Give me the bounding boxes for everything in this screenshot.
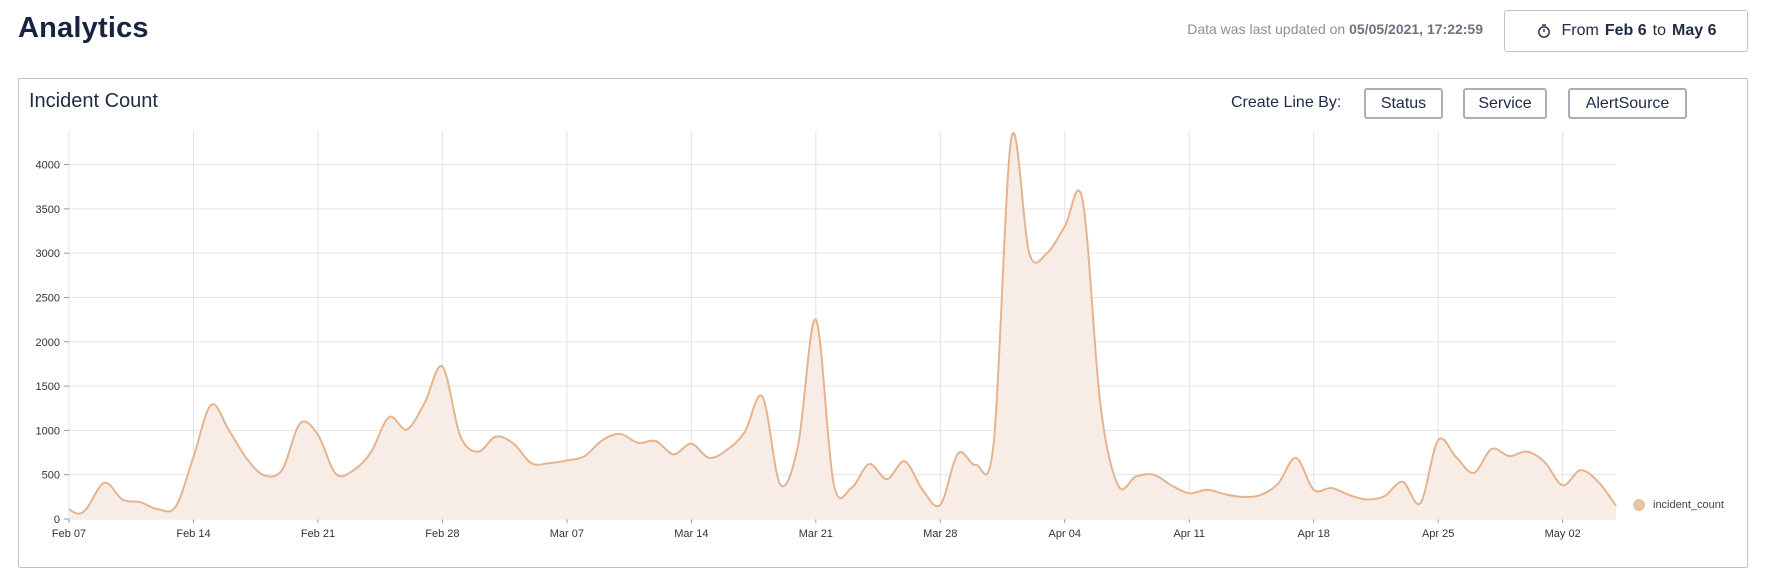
x-tick-label: Apr 18 [1298, 528, 1330, 540]
x-tick-label: Mar 28 [923, 528, 957, 540]
y-tick-label: 500 [42, 470, 60, 482]
y-tick-label: 1500 [36, 381, 60, 393]
chart-legend[interactable]: incident_count [1633, 499, 1724, 511]
last-updated-text: Data was last updated on 05/05/2021, 17:… [1187, 21, 1483, 37]
page-title: Analytics [18, 12, 149, 44]
series-area [69, 132, 1616, 519]
incident-count-chart: Feb 07 Feb 14 Feb 21 Feb 28 Mar 07 Mar 14 Mar … [36, 131, 1617, 540]
y-tick-label: 3000 [36, 248, 60, 260]
x-tick-label: Apr 04 [1049, 528, 1081, 540]
alertsource-button[interactable]: AlertSource [1568, 88, 1687, 119]
y-tick-label: 2500 [36, 292, 60, 304]
last-updated-value: 05/05/2021, 17:22:59 [1349, 21, 1483, 37]
x-tick-label: Mar 07 [550, 528, 584, 540]
date-range-button[interactable]: From Feb 6 to May 6 [1504, 10, 1748, 52]
x-tick-label: Feb 28 [425, 528, 459, 540]
y-tick-label: 4000 [36, 160, 60, 172]
x-tick-label: Mar 21 [799, 528, 833, 540]
x-tick-label: Apr 11 [1173, 528, 1205, 540]
service-button[interactable]: Service [1463, 88, 1547, 119]
y-tick-label: 2000 [36, 337, 60, 349]
x-tick-label: Mar 14 [674, 528, 708, 540]
range-to-value: May 6 [1672, 22, 1717, 39]
stopwatch-icon [1536, 23, 1552, 39]
range-from-value: Feb 6 [1604, 22, 1647, 39]
card-title: Incident Count [29, 90, 158, 112]
x-tick-label: Feb 21 [301, 528, 335, 540]
x-tick-label: May 02 [1545, 528, 1581, 540]
legend-label: incident_count [1653, 499, 1724, 511]
x-tick-label: Apr 25 [1422, 528, 1454, 540]
incident-count-card: Incident Count Create Line By: Status Se… [18, 78, 1748, 568]
y-tick-label: 1000 [36, 425, 60, 437]
create-line-by-label: Create Line By: [1231, 94, 1342, 111]
y-tick-label: 0 [54, 514, 60, 526]
series-line [68, 132, 1617, 515]
last-updated-prefix: Data was last updated on [1187, 21, 1350, 37]
x-tick-label: Feb 07 [52, 528, 86, 540]
range-from-label: From [1561, 22, 1599, 39]
x-tick-label: Feb 14 [176, 528, 210, 540]
status-button[interactable]: Status [1364, 88, 1443, 119]
y-tick-label: 3500 [36, 204, 60, 216]
range-to-label: to [1652, 22, 1666, 39]
legend-dot [1633, 499, 1645, 511]
